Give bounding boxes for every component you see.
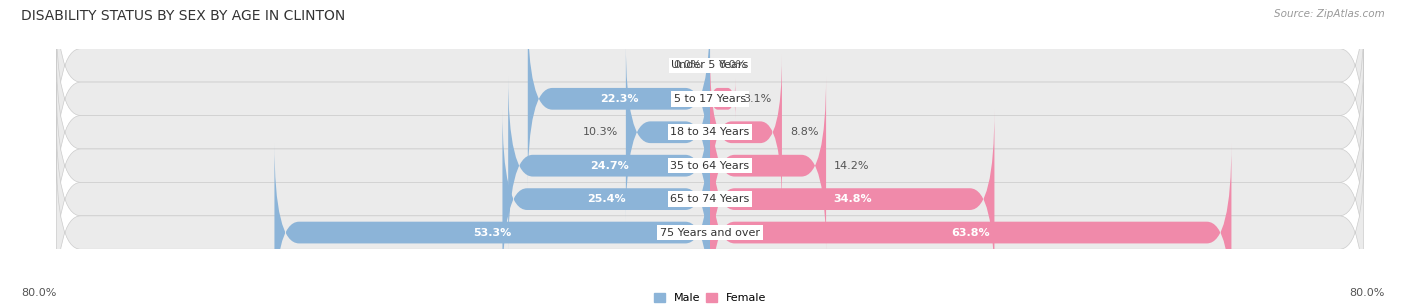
Text: 25.4%: 25.4%: [586, 194, 626, 204]
FancyBboxPatch shape: [56, 49, 1364, 216]
FancyBboxPatch shape: [508, 76, 710, 255]
FancyBboxPatch shape: [56, 82, 1364, 249]
FancyBboxPatch shape: [527, 9, 710, 188]
FancyBboxPatch shape: [274, 143, 710, 304]
Text: 8.8%: 8.8%: [790, 127, 818, 137]
Text: 63.8%: 63.8%: [952, 228, 990, 237]
FancyBboxPatch shape: [56, 15, 1364, 182]
Text: 53.3%: 53.3%: [472, 228, 512, 237]
FancyBboxPatch shape: [710, 110, 994, 288]
Text: 14.2%: 14.2%: [834, 161, 870, 171]
Text: 18 to 34 Years: 18 to 34 Years: [671, 127, 749, 137]
FancyBboxPatch shape: [502, 110, 710, 288]
FancyBboxPatch shape: [56, 0, 1364, 149]
FancyBboxPatch shape: [56, 116, 1364, 283]
FancyBboxPatch shape: [710, 78, 735, 119]
Text: 35 to 64 Years: 35 to 64 Years: [671, 161, 749, 171]
FancyBboxPatch shape: [710, 55, 782, 210]
Text: 3.1%: 3.1%: [744, 94, 772, 104]
Text: Under 5 Years: Under 5 Years: [672, 60, 748, 70]
Text: 75 Years and over: 75 Years and over: [659, 228, 761, 237]
Text: 65 to 74 Years: 65 to 74 Years: [671, 194, 749, 204]
FancyBboxPatch shape: [56, 149, 1364, 304]
Text: 0.0%: 0.0%: [673, 60, 702, 70]
Text: 24.7%: 24.7%: [589, 161, 628, 171]
Text: 34.8%: 34.8%: [832, 194, 872, 204]
Text: 80.0%: 80.0%: [1350, 288, 1385, 298]
Legend: Male, Female: Male, Female: [650, 289, 770, 304]
FancyBboxPatch shape: [710, 143, 1232, 304]
FancyBboxPatch shape: [626, 43, 710, 222]
Text: 22.3%: 22.3%: [599, 94, 638, 104]
Text: Source: ZipAtlas.com: Source: ZipAtlas.com: [1274, 9, 1385, 19]
Text: 0.0%: 0.0%: [718, 60, 747, 70]
Text: DISABILITY STATUS BY SEX BY AGE IN CLINTON: DISABILITY STATUS BY SEX BY AGE IN CLINT…: [21, 9, 346, 23]
Text: 10.3%: 10.3%: [582, 127, 617, 137]
Text: 5 to 17 Years: 5 to 17 Years: [673, 94, 747, 104]
FancyBboxPatch shape: [710, 76, 827, 255]
Text: 80.0%: 80.0%: [21, 288, 56, 298]
